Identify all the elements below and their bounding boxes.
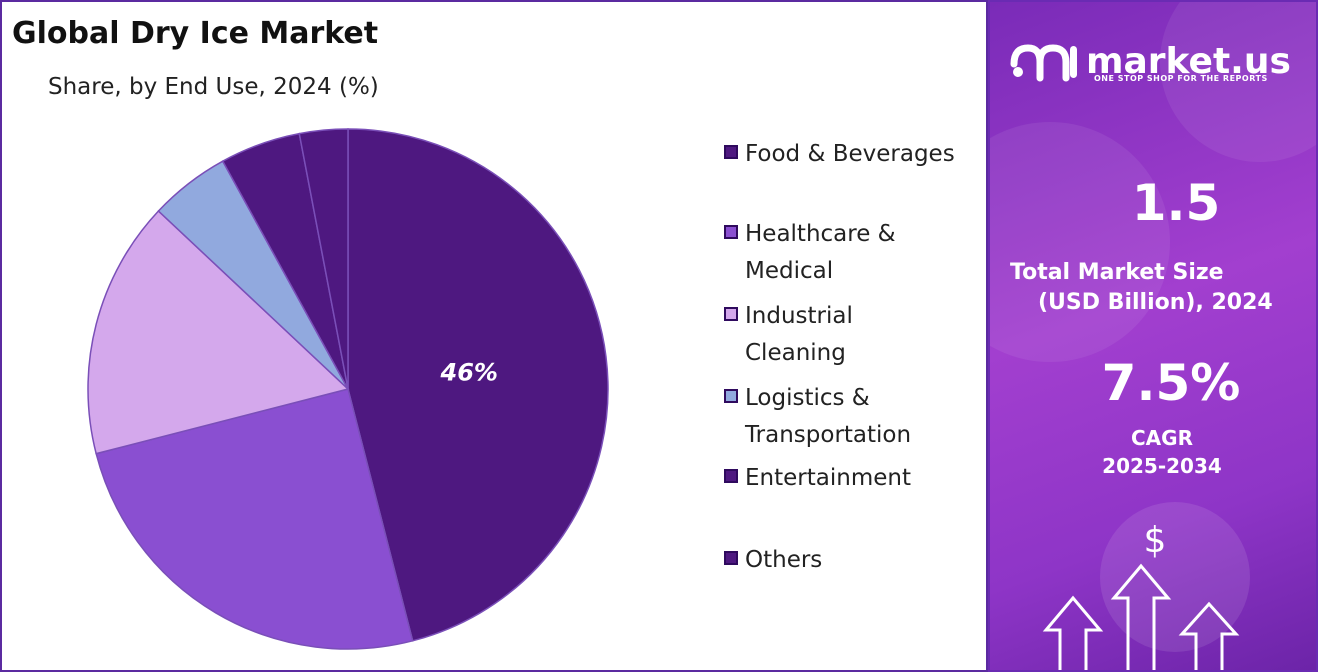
legend-swatch bbox=[724, 145, 738, 159]
market-summary-panel: market.us ONE STOP SHOP FOR THE REPORTS … bbox=[988, 0, 1318, 672]
pie-slice-others bbox=[298, 128, 349, 390]
legend-swatch bbox=[724, 225, 738, 239]
decorative-circle bbox=[990, 122, 1170, 362]
market-size-unit-label: (USD Billion), 2024 bbox=[1038, 290, 1273, 315]
up-arrow-icon bbox=[1110, 563, 1172, 670]
brand-tagline: ONE STOP SHOP FOR THE REPORTS bbox=[1094, 74, 1268, 83]
growth-arrows-graphic bbox=[1042, 563, 1240, 670]
legend-label: Entertainment bbox=[745, 465, 911, 491]
pie-slice-healthcare-medical bbox=[95, 388, 414, 650]
pie-slice-food-beverages bbox=[347, 128, 609, 642]
market-size-value: 1.5 bbox=[1131, 174, 1221, 232]
legend-item-industrial-cleaning: Industrial Cleaning bbox=[724, 298, 875, 372]
legend-item-others: Others bbox=[724, 542, 977, 579]
up-arrow-icon bbox=[1042, 595, 1104, 670]
up-arrow-icon bbox=[1178, 601, 1240, 670]
legend-item-entertainment: Entertainment bbox=[724, 460, 977, 497]
legend-label: Logistics & Transportation bbox=[745, 385, 912, 448]
legend-label: Others bbox=[745, 547, 823, 573]
cagr-period: 2025-2034 bbox=[1102, 454, 1222, 478]
legend-swatch bbox=[724, 307, 738, 321]
chart-subtitle: Share, by End Use, 2024 (%) bbox=[48, 74, 379, 100]
pie-chart: 46% bbox=[87, 128, 609, 650]
legend-label: Healthcare & Medical bbox=[745, 221, 896, 284]
pie-data-labels: 46% bbox=[440, 359, 498, 387]
cagr-label: CAGR bbox=[1131, 426, 1193, 450]
brand-name: market.us bbox=[1086, 41, 1291, 82]
chart-panel: Global Dry Ice Market Share, by End Use,… bbox=[0, 0, 988, 672]
decorative-circle bbox=[1100, 502, 1250, 652]
cagr-value: 7.5% bbox=[1101, 354, 1241, 412]
legend-label: Industrial Cleaning bbox=[745, 303, 853, 366]
dollar-icon: $ bbox=[1143, 520, 1167, 561]
legend-label: Food & Beverages bbox=[745, 141, 955, 167]
legend-item-food-beverages: Food & Beverages bbox=[724, 136, 977, 173]
chart-title: Global Dry Ice Market bbox=[12, 16, 379, 51]
brand-logo: market.us bbox=[1010, 42, 1291, 82]
legend-swatch bbox=[724, 469, 738, 483]
pie-slices bbox=[87, 128, 609, 650]
legend-swatch bbox=[724, 389, 738, 403]
market-size-label: Total Market Size bbox=[1010, 260, 1224, 285]
legend-swatch bbox=[724, 551, 738, 565]
legend-item-logistics-transportation: Logistics & Transportation bbox=[724, 380, 912, 454]
pie-data-label: 46% bbox=[440, 359, 498, 387]
pie-slice-industrial-cleaning bbox=[87, 209, 350, 455]
legend-item-healthcare-medical: Healthcare & Medical bbox=[724, 216, 915, 290]
logo-icon bbox=[1010, 44, 1077, 82]
